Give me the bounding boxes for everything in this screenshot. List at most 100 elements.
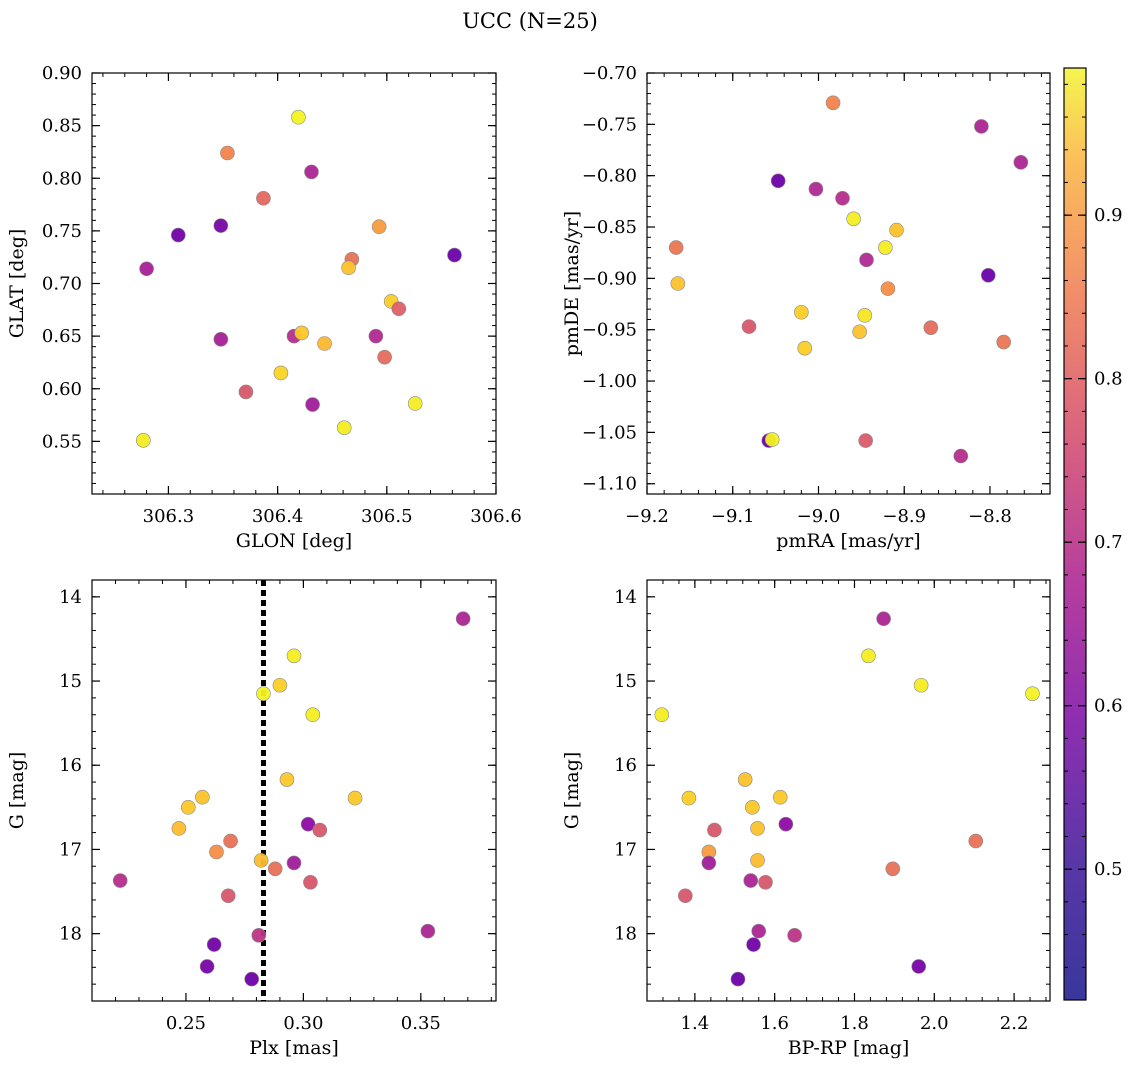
scatter-point bbox=[305, 707, 321, 723]
x-tick-label: 0.30 bbox=[283, 1013, 323, 1034]
x-tick-label: 1.8 bbox=[840, 1013, 869, 1034]
scatter-point bbox=[668, 240, 684, 255]
scatter-point bbox=[974, 119, 989, 134]
scatter-point bbox=[913, 677, 929, 693]
scatter-point bbox=[861, 648, 876, 664]
scatter-point bbox=[750, 853, 765, 868]
scatter-point bbox=[797, 340, 813, 356]
scatter-point bbox=[859, 252, 874, 268]
x-tick-label: 306.5 bbox=[361, 506, 413, 527]
scatter-point bbox=[136, 433, 151, 448]
scatter-point bbox=[273, 365, 289, 381]
colorbar-tick-label: 0.9 bbox=[1094, 205, 1123, 226]
y-axis-label: GLAT [deg] bbox=[6, 229, 28, 339]
panel-3: 0.25 0.30 0.35 14 15 16 17 18 Plx [mas] G [mag] bbox=[6, 579, 497, 1059]
colorbar-tick-label: 0.7 bbox=[1094, 532, 1123, 553]
panels: 306.3 306.4 306.5 306.6 0.55 0.60 0.65 0.70 0.75… bbox=[6, 63, 1051, 1059]
y-tick-label: −1.00 bbox=[582, 371, 637, 392]
scatter-point bbox=[317, 336, 332, 351]
scatter-point bbox=[347, 790, 363, 806]
scatter-point bbox=[206, 937, 222, 952]
scatter-point bbox=[256, 686, 271, 701]
scatter-point bbox=[746, 937, 761, 952]
panel-2: −9.2 −9.1 −9.0 −8.9 −8.8 −1.10 −1.05 −1.00 −0.95… bbox=[561, 63, 1051, 552]
y-tick-label: 0.55 bbox=[42, 431, 82, 452]
scatter-point bbox=[730, 971, 746, 987]
scatter-point bbox=[678, 888, 693, 904]
x-axis-label: BP-RP [mag] bbox=[788, 1037, 910, 1059]
y-tick-label: 18 bbox=[614, 924, 637, 945]
x-tick-label: 306.6 bbox=[470, 506, 522, 527]
scatter-point bbox=[758, 874, 773, 890]
scatter-point bbox=[701, 855, 717, 871]
y-tick-label: −1.10 bbox=[582, 474, 637, 495]
colorbar-tick-label: 0.6 bbox=[1094, 696, 1123, 717]
scatter-point bbox=[923, 320, 939, 335]
scatter-point bbox=[751, 923, 767, 939]
scatter-point bbox=[455, 611, 471, 627]
scatter-point bbox=[238, 384, 254, 400]
colorbar-gradient bbox=[1064, 68, 1086, 1000]
scatter-point bbox=[199, 959, 215, 974]
x-tick-label: −9.2 bbox=[625, 506, 669, 527]
y-tick-label: 0.60 bbox=[42, 379, 82, 400]
y-tick-label: 0.80 bbox=[42, 168, 82, 189]
y-tick-label: 14 bbox=[59, 587, 82, 608]
y-tick-label: −0.95 bbox=[582, 320, 637, 341]
scatter-point bbox=[835, 190, 850, 206]
x-tick-label: −8.9 bbox=[882, 506, 926, 527]
y-tick-label: 16 bbox=[614, 755, 637, 776]
scatter-point bbox=[1013, 155, 1029, 170]
y-tick-label: −0.70 bbox=[582, 63, 637, 84]
axes-frame bbox=[91, 72, 497, 495]
scatter-point bbox=[743, 873, 759, 888]
scatter-point bbox=[368, 328, 384, 344]
scatter-point bbox=[737, 772, 753, 787]
y-tick-label: −0.75 bbox=[582, 114, 637, 135]
scatter-point bbox=[223, 833, 238, 849]
scatter-point bbox=[681, 790, 697, 806]
y-tick-label: 18 bbox=[59, 924, 82, 945]
scatter-point bbox=[294, 325, 309, 341]
y-tick-label: −1.05 bbox=[582, 422, 637, 443]
scatter-point bbox=[778, 816, 794, 832]
scatter-point bbox=[244, 971, 260, 987]
scatter-point bbox=[876, 611, 891, 627]
scatter-points bbox=[668, 95, 1029, 464]
scatter-point bbox=[391, 301, 407, 317]
scatter-point bbox=[878, 240, 893, 255]
scatter-point bbox=[267, 861, 283, 877]
scatter-point bbox=[213, 331, 229, 347]
scatter-point bbox=[170, 227, 186, 243]
scatter-point bbox=[272, 677, 288, 693]
y-tick-label: 14 bbox=[614, 587, 637, 608]
x-tick-label: 0.25 bbox=[166, 1013, 206, 1034]
scatter-point bbox=[286, 648, 302, 664]
y-tick-label: 0.70 bbox=[42, 274, 82, 295]
scatter-point bbox=[181, 800, 196, 815]
scatter-point bbox=[968, 833, 984, 849]
scatter-point bbox=[764, 432, 780, 447]
scatter-points bbox=[112, 611, 471, 987]
y-axis-label: pmDE [mas/yr] bbox=[561, 211, 583, 356]
scatter-point bbox=[286, 855, 302, 871]
y-axis-label: G [mag] bbox=[6, 752, 28, 830]
scatter-point bbox=[880, 281, 896, 296]
x-tick-label: 2.0 bbox=[920, 1013, 949, 1034]
y-tick-label: 0.85 bbox=[42, 116, 82, 137]
x-tick-label: 1.6 bbox=[760, 1013, 789, 1034]
scatter-point bbox=[750, 821, 765, 836]
scatter-point bbox=[911, 959, 927, 974]
figure-title: UCC (N=25) bbox=[462, 9, 598, 33]
scatter-point bbox=[770, 173, 786, 189]
scatter-points bbox=[654, 611, 1040, 987]
scatter-points bbox=[136, 109, 462, 448]
colorbar-frame bbox=[1063, 67, 1087, 1001]
scatter-point bbox=[858, 433, 873, 448]
x-tick-label: −8.8 bbox=[968, 506, 1012, 527]
x-tick-label: 1.4 bbox=[681, 1013, 710, 1034]
scatter-point bbox=[139, 261, 154, 277]
scatter-point bbox=[852, 324, 867, 340]
scatter-point bbox=[654, 707, 670, 723]
scatter-point bbox=[253, 853, 269, 868]
